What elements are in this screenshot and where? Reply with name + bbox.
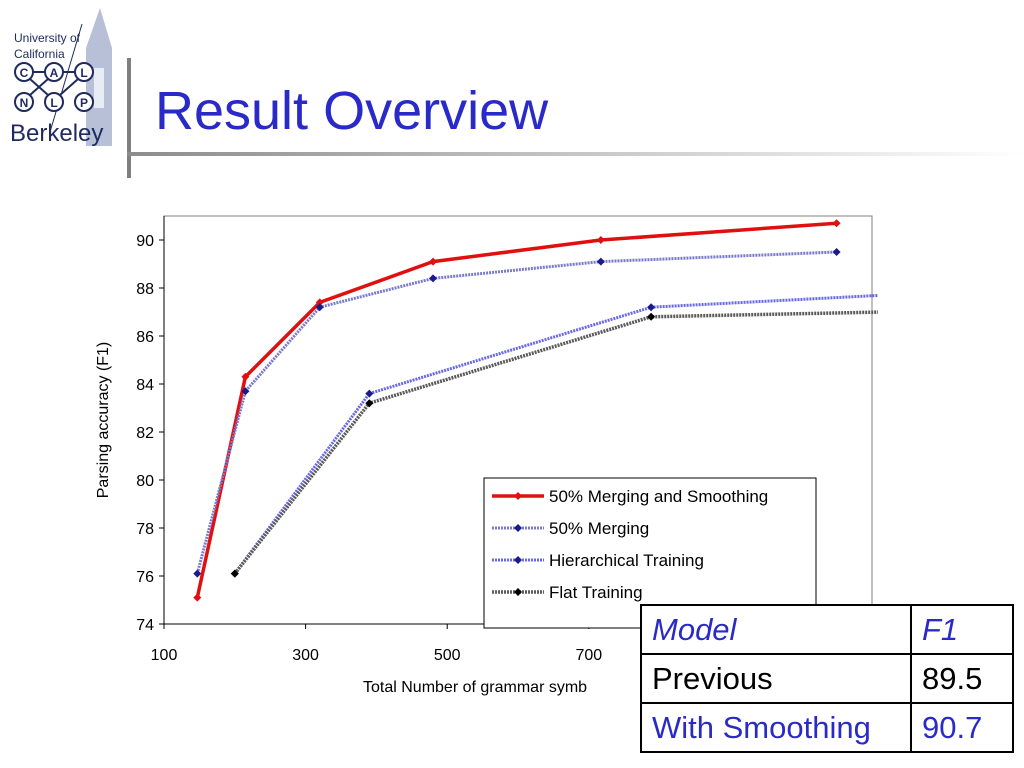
data-point-hierarchical <box>647 303 656 312</box>
data-point-merging <box>429 274 438 283</box>
data-point-merging-smoothing <box>241 372 250 381</box>
legend-marker-flat <box>514 588 522 596</box>
table-header-row: Model F1 <box>640 604 1014 655</box>
data-point-merging <box>241 387 250 396</box>
table-cell-model: With Smoothing <box>640 702 912 753</box>
data-point-merging <box>596 257 605 266</box>
svg-text:L: L <box>50 96 57 110</box>
svg-text:C: C <box>20 66 29 80</box>
legend-label-merging: 50% Merging <box>549 519 649 538</box>
y-tick-label: 88 <box>136 281 154 298</box>
x-tick-label: 100 <box>151 647 178 664</box>
x-tick-label: 700 <box>575 647 602 664</box>
logo-university: University of California <box>14 31 81 61</box>
series-line-flat <box>233 310 878 575</box>
table-cell-model: Previous <box>640 653 912 704</box>
legend-marker-merging <box>514 524 522 532</box>
x-tick-label: 300 <box>292 647 319 664</box>
data-point-merging <box>315 303 324 312</box>
table-row: Previous 89.5 <box>640 653 1014 704</box>
y-tick-label: 82 <box>136 425 154 442</box>
y-tick-label: 86 <box>136 329 154 346</box>
y-tick-label: 90 <box>136 233 154 250</box>
data-point-flat <box>647 312 656 321</box>
series-line-hierarchical <box>233 293 878 575</box>
svg-text:A: A <box>50 66 59 80</box>
horizontal-divider <box>127 152 1024 156</box>
legend-marker-merging-smoothing <box>514 492 522 500</box>
data-point-hierarchical <box>365 389 374 398</box>
svg-text:L: L <box>80 66 87 80</box>
data-point-merging-smoothing <box>429 257 438 266</box>
data-point-flat <box>365 399 374 408</box>
data-point-merging-smoothing <box>596 236 605 244</box>
y-tick-label: 76 <box>136 569 154 586</box>
table-row: With Smoothing 90.7 <box>640 702 1014 753</box>
legend-label-hierarchical: Hierarchical Training <box>549 551 704 570</box>
tower-icon: C A L N L P <box>14 8 112 146</box>
table-header-f1: F1 <box>910 604 1014 655</box>
legend-box <box>483 477 817 629</box>
data-point-merging <box>832 248 841 256</box>
table-cell-f1: 90.7 <box>910 702 1014 753</box>
series-line-merging <box>195 250 837 574</box>
vertical-divider <box>127 58 131 178</box>
x-tick-label: 500 <box>434 647 461 664</box>
legend-marker-hierarchical <box>514 556 522 564</box>
y-tick-label: 84 <box>136 377 154 394</box>
table-cell-f1: 89.5 <box>910 653 1014 704</box>
data-point-merging-smoothing <box>832 219 841 228</box>
legend-label-flat: Flat Training <box>549 583 643 602</box>
y-axis-label: Parsing accuracy (F1) <box>95 342 112 499</box>
legend-label-merging-smoothing: 50% Merging and Smoothing <box>549 487 768 506</box>
data-point-merging-smoothing <box>315 298 324 307</box>
berkeley-nlp-logo: C A L N L P University of California Ber… <box>8 8 126 148</box>
x-axis-label: Total Number of grammar symb <box>363 679 587 696</box>
results-table: Model F1 Previous 89.5 With Smoothing 90… <box>640 604 1014 753</box>
y-tick-label: 80 <box>136 473 154 490</box>
svg-text:P: P <box>80 96 88 110</box>
y-tick-label: 78 <box>136 521 154 538</box>
data-point-flat <box>230 569 239 578</box>
logo-campus: Berkeley <box>10 120 104 147</box>
slide-title: Result Overview <box>155 81 549 141</box>
data-point-merging-smoothing <box>193 593 202 602</box>
data-point-merging <box>193 569 202 578</box>
table-header-model: Model <box>640 604 912 655</box>
series-line-merging-smoothing <box>195 221 837 598</box>
y-tick-label: 74 <box>136 617 154 634</box>
svg-text:N: N <box>20 96 29 110</box>
